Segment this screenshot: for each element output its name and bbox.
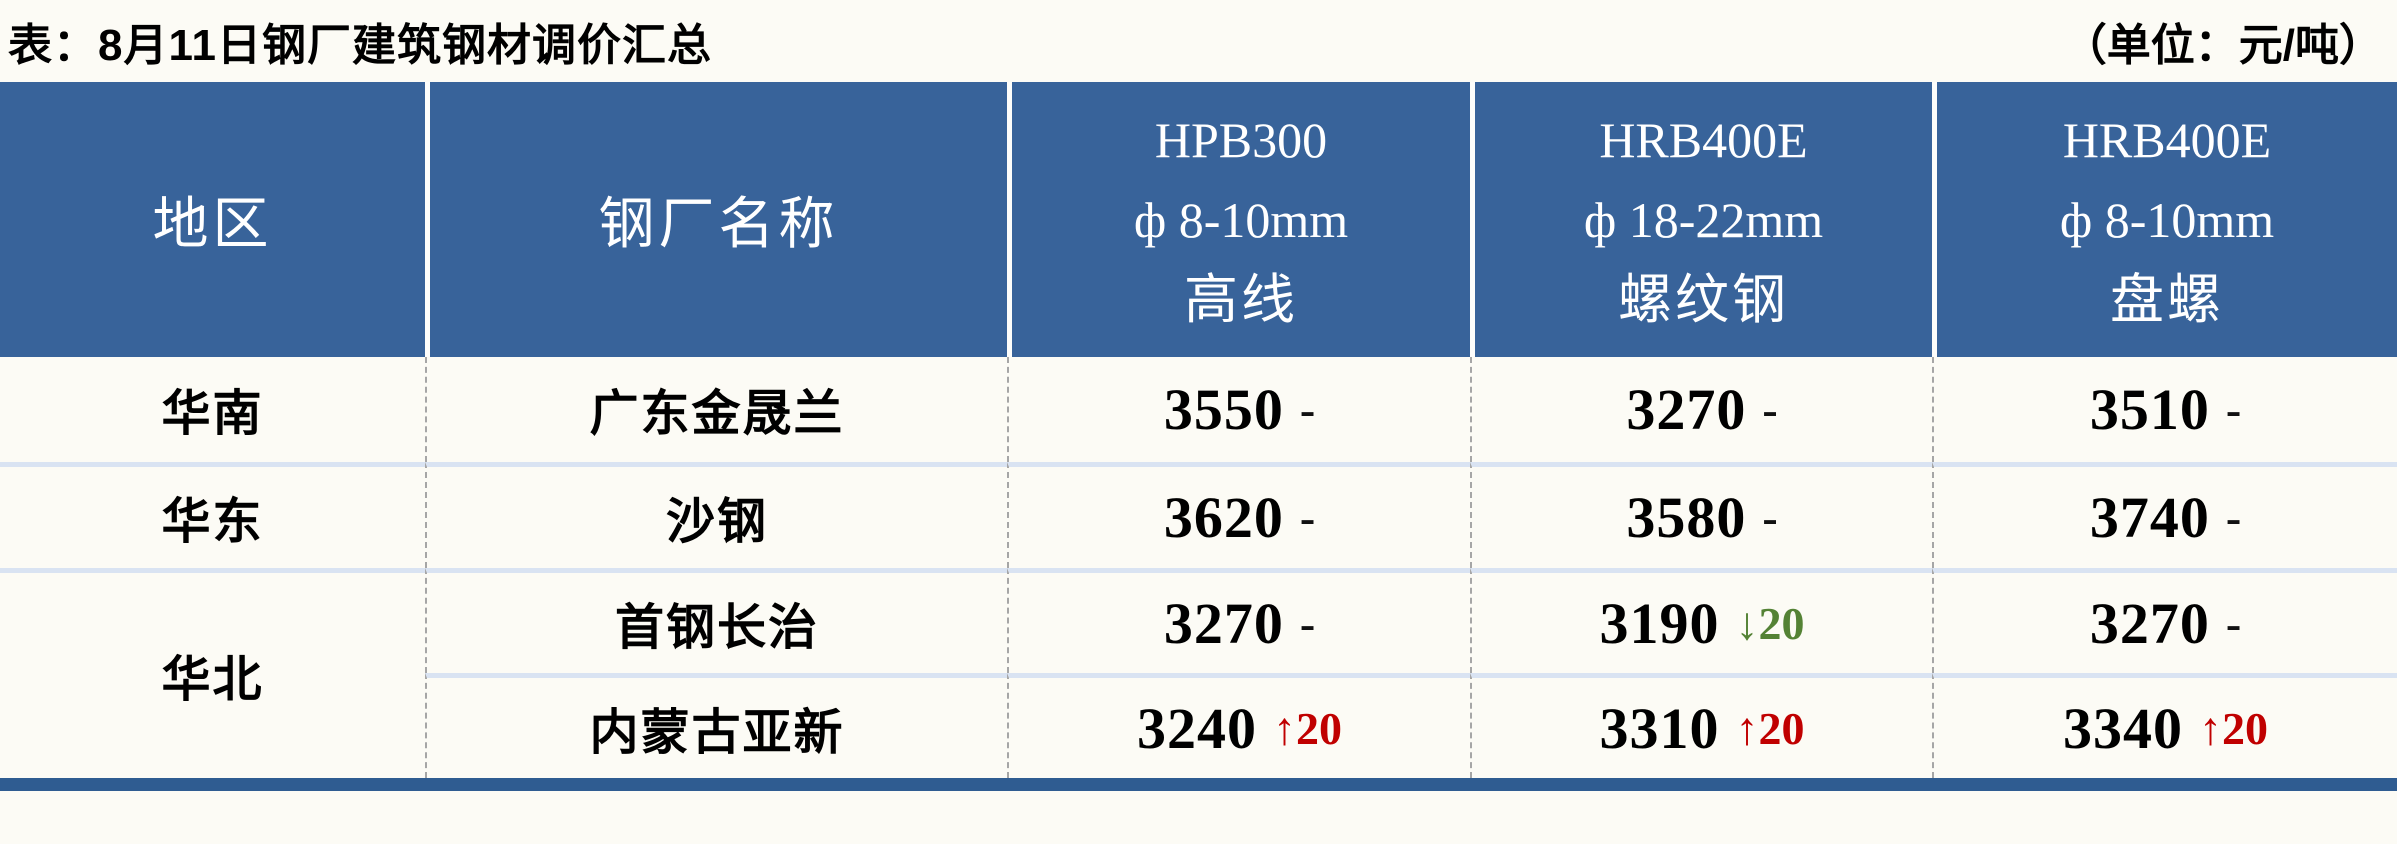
region-cell: 华南 (161, 387, 264, 441)
price-change: - (1299, 384, 1316, 435)
mill-cell: 广东金晟兰 (425, 357, 1007, 462)
table-title: 表：8月11日钢厂建筑钢材调价汇总 (8, 21, 712, 70)
price-change: - (2225, 492, 2242, 543)
mill-cell: 沙钢 (425, 462, 1007, 568)
region-cell: 华东 (0, 462, 425, 568)
price-change: - (2225, 597, 2242, 649)
price-value: 3620 (1163, 485, 1284, 550)
header-cell-product-hrb400e-rebar: HRB400E ф 18-22mm 螺纹钢 (1470, 82, 1932, 357)
price-table: 地区 钢厂名称 HPB300 ф 8-10mm 高线 HRB400E ф 18-… (0, 82, 2397, 778)
price-change: - (1299, 597, 1316, 649)
price-cell: 3310 ↑20 (1470, 673, 1932, 778)
price-change: - (1299, 492, 1316, 543)
price-value: 3550 (1163, 377, 1284, 442)
header-cell-product-hpb300: HPB300 ф 8-10mm 高线 (1007, 82, 1470, 357)
price-value: 3310 (1599, 695, 1720, 761)
price-value: 3270 (1163, 590, 1284, 656)
price-cell: 3580 - (1470, 462, 1932, 568)
mill-cell: 内蒙古亚新 (425, 673, 1007, 778)
price-value: 3190 (1599, 590, 1720, 656)
title-bar: 表：8月11日钢厂建筑钢材调价汇总 （单位：元/吨） (0, 0, 2397, 82)
price-change: ↑20 (1735, 702, 1805, 754)
price-change: ↑20 (2199, 702, 2268, 754)
price-cell: 3620 - (1007, 462, 1470, 568)
region-cell-merged: 华北 (0, 568, 425, 778)
product-name: 高线 (1184, 269, 1298, 330)
product-grade: HRB400E (2062, 111, 2272, 168)
price-change: - (1762, 384, 1778, 435)
price-change: - (2225, 384, 2242, 435)
price-value: 3510 (2089, 377, 2210, 442)
product-spec: ф 8-10mm (2059, 191, 2275, 248)
price-cell: 3340 ↑20 (1932, 673, 2397, 778)
price-cell: 3510 - (1932, 357, 2397, 462)
price-change: ↓20 (1735, 597, 1805, 649)
unit-label: （单位：元/吨） (2062, 21, 2383, 70)
price-change: - (1762, 492, 1778, 543)
product-name: 螺纹钢 (1618, 269, 1789, 330)
price-cell: 3270 - (1932, 568, 2397, 673)
price-cell: 3190 ↓20 (1470, 568, 1932, 673)
price-value: 3270 (1626, 377, 1747, 442)
header-cell-region: 地区 (0, 82, 425, 357)
product-grade: HPB300 (1154, 111, 1328, 168)
price-value: 3580 (1626, 485, 1747, 550)
price-value: 3270 (2089, 590, 2210, 656)
header-cell-product-hrb400e-coil: HRB400E ф 8-10mm 盘螺 (1932, 82, 2397, 357)
mill-cell: 首钢长治 (425, 568, 1007, 673)
price-value: 3240 (1137, 695, 1257, 761)
product-name: 盘螺 (2110, 269, 2224, 330)
product-grade: HRB400E (1599, 111, 1808, 168)
price-change: ↑20 (1273, 702, 1342, 754)
bottom-rule (0, 778, 2397, 791)
price-cell: 3550 - (1007, 357, 1470, 462)
header-cell-mill: 钢厂名称 (425, 82, 1007, 357)
price-cell: 3270 - (1470, 357, 1932, 462)
price-value: 3340 (2063, 695, 2183, 761)
product-spec: ф 18-22mm (1583, 191, 1824, 248)
price-cell: 3270 - (1007, 568, 1470, 673)
price-cell: 3240 ↑20 (1007, 673, 1470, 778)
product-spec: ф 8-10mm (1133, 191, 1349, 248)
price-cell: 3740 - (1932, 462, 2397, 568)
price-value: 3740 (2089, 485, 2210, 550)
